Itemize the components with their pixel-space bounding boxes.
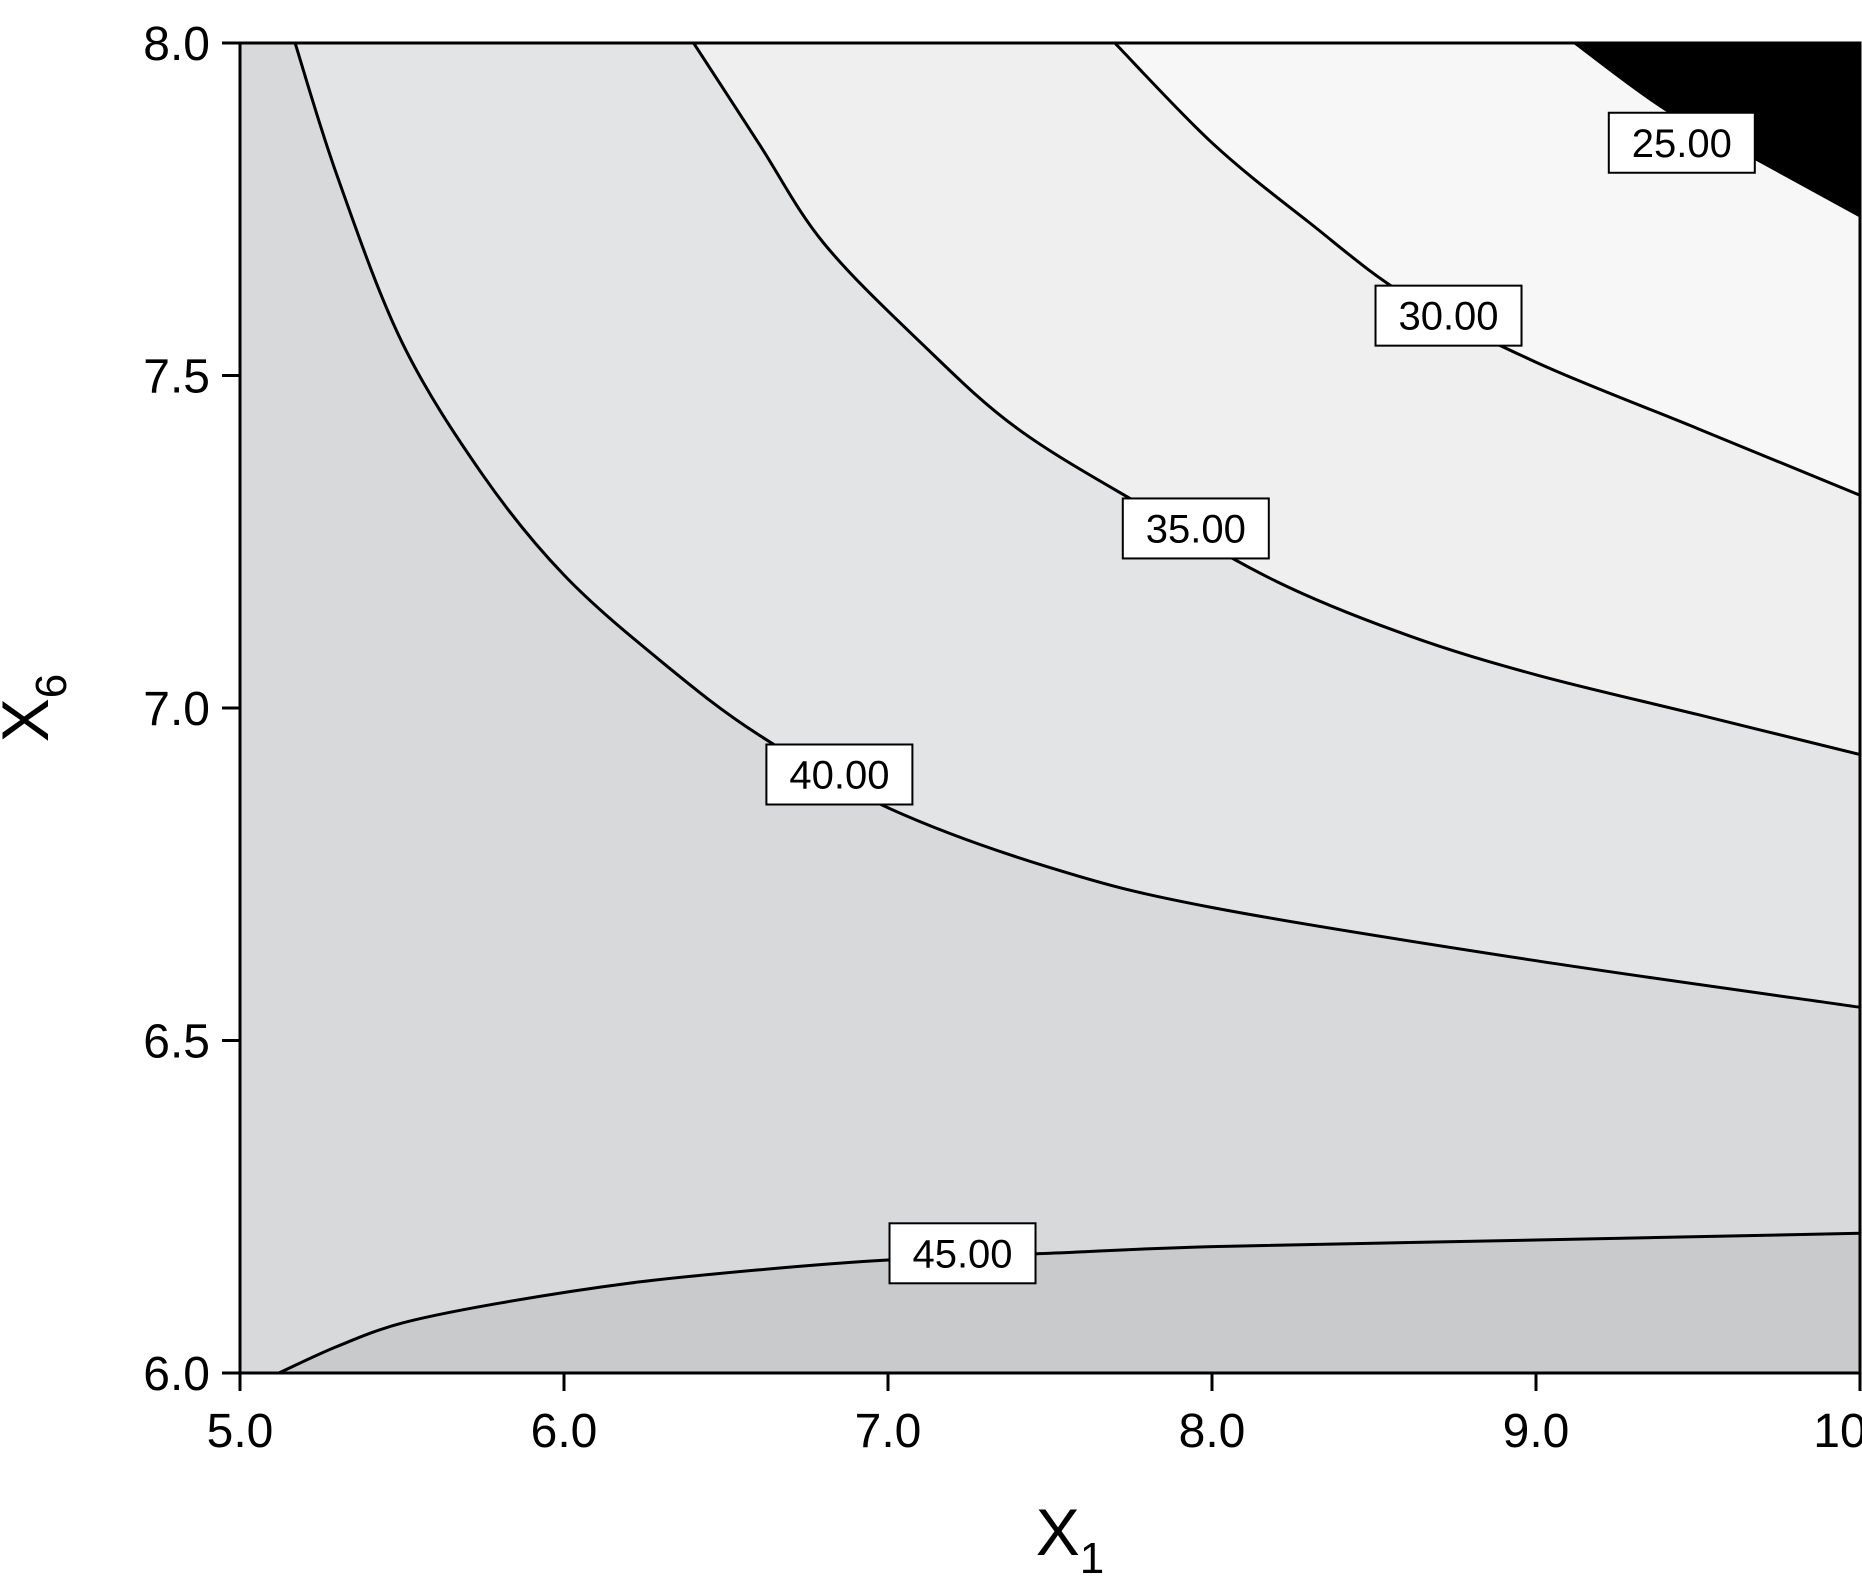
x-tick-label: 5.0 <box>207 1405 274 1458</box>
contour-label-box <box>1607 111 1756 174</box>
contour-label-box <box>765 743 914 806</box>
contour-label-text: 25.00 <box>1632 122 1732 166</box>
contour-label-25: 25.00 <box>1607 111 1756 174</box>
x-tick-label: 6.0 <box>531 1405 598 1458</box>
y-tick-label: 6.5 <box>143 1016 210 1069</box>
contour-label-45: 45.00 <box>888 1222 1037 1285</box>
y-tick-label: 7.0 <box>143 683 210 736</box>
contour-label-text: 45.00 <box>912 1232 1012 1276</box>
x-tick-label: 7.0 <box>855 1405 922 1458</box>
x-tick-label: 8.0 <box>1179 1405 1246 1458</box>
x-axis: 5.0 6.0 7.0 8.0 9.0 10.0 <box>207 1373 1862 1458</box>
fill-region-above-45 <box>278 1233 1860 1373</box>
contour-label-box <box>1374 284 1523 347</box>
y-tick-label: 7.5 <box>143 351 210 404</box>
y-axis-title: X6 <box>0 674 76 743</box>
contour-label-text: 30.00 <box>1398 295 1498 339</box>
contour-line-40 <box>293 43 1860 1009</box>
contour-label-30: 30.00 <box>1374 284 1523 347</box>
y-tick-label: 6.0 <box>143 1348 210 1401</box>
y-axis: 6.0 6.5 7.0 7.5 8.0 <box>143 18 240 1401</box>
contour-fill-regions <box>240 43 1860 1373</box>
contour-label-text: 35.00 <box>1146 507 1246 551</box>
contour-labels: 45.00 40.00 35.00 30.00 25.00 <box>765 111 1756 1285</box>
y-tick-label: 8.0 <box>143 18 210 71</box>
contour-line-45 <box>278 1231 1860 1373</box>
contour-label-text: 40.00 <box>789 754 889 798</box>
contour-label-40: 40.00 <box>765 743 914 806</box>
contour-label-box <box>1121 497 1270 560</box>
contour-label-box <box>888 1222 1037 1285</box>
contour-label-35: 35.00 <box>1121 497 1270 560</box>
x-tick-label: 9.0 <box>1503 1405 1570 1458</box>
x-tick-label: 10.0 <box>1813 1405 1862 1458</box>
x-axis-title: X1 <box>1036 1495 1105 1583</box>
